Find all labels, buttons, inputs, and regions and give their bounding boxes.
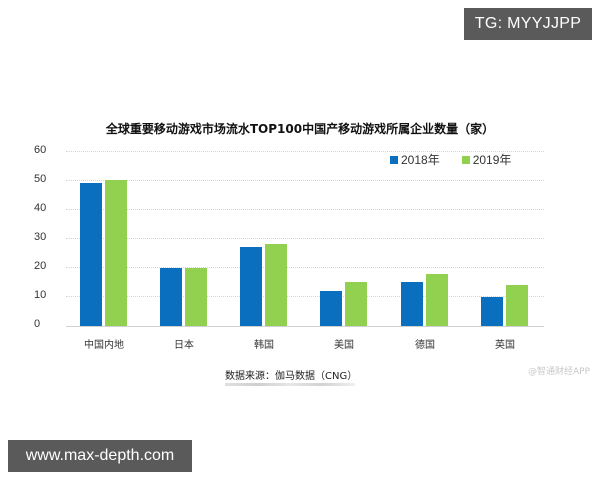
x-label: 德国 [415,340,435,351]
bar-2018年-日本 [160,267,182,326]
legend-label: 2019年 [472,153,512,167]
x-label: 中国内地 [84,340,124,351]
y-tick-30: 30 [34,231,47,243]
gridline [66,209,544,210]
chart-legend: 2018年 2019年 [390,151,511,168]
bar-2019年-美国 [345,282,367,326]
bar-2019年-韩国 [265,244,287,326]
x-axis-line [66,326,544,327]
bar-2018年-韩国 [240,247,262,326]
x-label: 日本 [174,340,194,351]
legend-label: 2018年 [401,153,440,167]
bar-2018年-德国 [401,282,423,326]
publisher-watermark: @智通财经APP [528,367,591,377]
tg-watermark-badge: TG: MYYJJPP [464,8,592,40]
legend-swatch-blue [390,155,398,164]
gridline [66,267,544,268]
bar-2018年-英国 [481,296,503,326]
y-tick-10: 10 [34,289,47,301]
y-tick-0: 0 [34,318,41,330]
bar-2019年-英国 [506,285,528,326]
y-tick-60: 60 [34,144,47,156]
bar-2018年-美国 [320,291,342,326]
gridline [66,151,544,152]
x-label: 英国 [495,340,515,351]
blurred-text [225,383,355,386]
y-tick-40: 40 [34,202,47,214]
gridline [66,296,544,297]
bar-2019年-德国 [426,273,448,326]
bar-2019年-日本 [185,267,207,326]
gridline [66,238,544,239]
chart-title: 全球重要移动游戏市场流水TOP100中国产移动游戏所属企业数量（家） [105,122,495,136]
y-tick-20: 20 [34,260,47,272]
bar-2018年-中国内地 [80,183,102,326]
website-watermark-badge: www.max-depth.com [8,440,192,472]
x-label: 美国 [334,340,354,351]
x-label: 韩国 [254,340,274,351]
legend-swatch-green [461,155,470,164]
legend-item-2018: 2018年 [390,151,440,168]
data-source-note: 数据来源：伽马数据（CNG） [225,371,358,382]
bar-2019年-中国内地 [105,180,127,326]
y-tick-50: 50 [34,173,47,185]
legend-item-2019: 2019年 [461,151,512,168]
gridline [66,180,544,181]
